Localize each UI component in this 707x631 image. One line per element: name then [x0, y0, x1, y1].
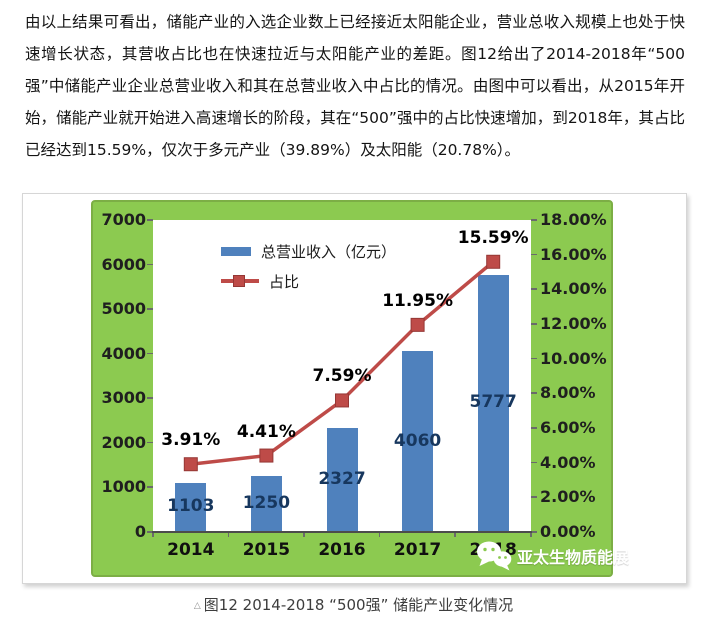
wechat-icon [477, 541, 512, 571]
figure-card: 总营业收入（亿元） 占比 亚太生物质能展 0 1000 2000 3000 4000 50… [22, 193, 687, 584]
y-axis-right-tick-label: 8.00% [540, 383, 596, 403]
ratio-value-label-2016: 7.59% [312, 366, 372, 387]
watermark-text: 亚太生物质能展 [517, 547, 630, 567]
figure-caption: △ 图12 2014-2018 “500强” 储能产业变化情况 [0, 594, 707, 615]
bar-value-label-2015: 1250 [242, 493, 291, 514]
y-axis-left-tick-mark [147, 441, 153, 444]
legend-item-revenue: 总营业收入（亿元） [221, 236, 396, 266]
x-axis-label-2015: 2015 [242, 540, 291, 560]
bar-2018 [477, 274, 509, 532]
ratio-marker-2014 [183, 457, 198, 472]
x-axis-tick-mark [530, 532, 532, 537]
x-axis-tick-mark [152, 532, 154, 537]
y-axis-left-tick-label: 2000 [101, 432, 146, 452]
article-paragraph: 由以上结果可看出，储能产业的入选企业数上已经接近太阳能企业，营业总收入规模上也处… [25, 13, 685, 159]
y-axis-right-tick-label: 6.00% [540, 418, 596, 437]
x-axis-line [152, 531, 532, 533]
x-axis-tick-mark [378, 532, 381, 537]
watermark: 亚太生物质能展 [476, 540, 629, 571]
y-axis-right-tick-label: 4.00% [540, 452, 596, 472]
ratio-value-label-2018: 15.59% [457, 227, 529, 248]
caption-text: 图12 2014-2018 “500强” 储能产业变化情况 [203, 596, 514, 614]
ratio-marker-2015 [259, 448, 274, 463]
x-axis-label-2016: 2016 [318, 540, 366, 560]
y-axis-right-tick-mark [531, 496, 537, 498]
chart: 总营业收入（亿元） 占比 亚太生物质能展 0 1000 2000 3000 4000 50… [91, 200, 629, 577]
y-axis-right-tick-mark [531, 253, 537, 256]
y-axis-left-tick-label: 3000 [101, 388, 146, 408]
x-axis-tick-mark [303, 532, 305, 537]
bar-2016 [326, 428, 358, 532]
bar-2017 [402, 351, 434, 532]
ratio-line-series [183, 254, 501, 472]
y-axis-right-tick-mark [531, 219, 537, 221]
y-axis-left-tick-mark [147, 486, 153, 488]
bar-value-label-2018: 5777 [469, 392, 517, 413]
y-axis-left-tick-mark [147, 219, 153, 221]
y-axis-left-tick-mark [147, 352, 153, 355]
bar-value-label-2016: 2327 [318, 469, 366, 490]
y-axis-right-tick-mark [531, 288, 537, 290]
ratio-value-label-2014: 3.91% [161, 430, 221, 451]
y-axis-left-tick-label: 7000 [101, 210, 146, 229]
y-axis-right-tick-label: 2.00% [540, 487, 596, 507]
y-axis-right-tick-mark [531, 427, 537, 429]
y-axis-left-tick-mark [147, 531, 153, 533]
ratio-marker-2018 [486, 254, 501, 269]
bar-2015 [250, 476, 282, 532]
y-axis-right-tick-label: 0.00% [540, 522, 596, 541]
y-axis-right-tick-label: 18.00% [540, 210, 607, 229]
y-axis-left-tick-label: 1000 [101, 477, 146, 497]
bar-2014 [175, 482, 207, 532]
legend-label-revenue: 总营业收入（亿元） [261, 242, 397, 261]
ratio-value-label-2015: 4.41% [236, 421, 296, 442]
ratio-marker-2017 [410, 317, 425, 332]
chart-legend: 总营业收入（亿元） 占比 [221, 236, 396, 296]
y-axis-right-tick-mark [531, 461, 537, 464]
y-axis-left-tick-mark [147, 397, 153, 399]
legend-item-ratio: 占比 [221, 266, 396, 296]
y-axis-right-tick-mark [531, 531, 537, 533]
y-axis-left-tick-mark [147, 263, 153, 266]
x-axis-label-2017: 2017 [393, 540, 442, 560]
ratio-marker-2016 [335, 393, 349, 408]
y-axis-right-tick-label: 10.00% [540, 348, 607, 368]
x-axis-tick-mark [227, 532, 230, 537]
caption-triangle-icon: △ [193, 601, 201, 611]
y-axis-right-tick-mark [531, 357, 537, 360]
y-axis-left-tick-label: 6000 [101, 254, 146, 274]
x-axis-label-2014: 2014 [167, 540, 215, 560]
ratio-legend-marker [221, 274, 259, 287]
y-axis-left-tick-label: 5000 [101, 299, 146, 319]
y-axis-right-tick-label: 14.00% [540, 279, 607, 299]
x-axis-tick-mark [454, 532, 456, 537]
revenue-legend-swatch [221, 246, 251, 256]
y-axis-left-tick-mark [147, 308, 153, 310]
y-axis-left-tick-label: 4000 [101, 343, 146, 363]
ratio-value-label-2017: 11.95% [382, 290, 453, 311]
y-axis-right-tick-label: 16.00% [540, 244, 607, 264]
legend-label-ratio: 占比 [269, 272, 300, 291]
bar-value-label-2014: 1103 [167, 496, 215, 517]
y-axis-right-tick-label: 12.00% [540, 314, 607, 333]
y-axis-right-tick-mark [531, 392, 537, 394]
y-axis-right-tick-mark [531, 323, 537, 325]
bar-value-label-2017: 4060 [393, 430, 442, 451]
y-axis-left-tick-label: 0 [134, 522, 146, 541]
